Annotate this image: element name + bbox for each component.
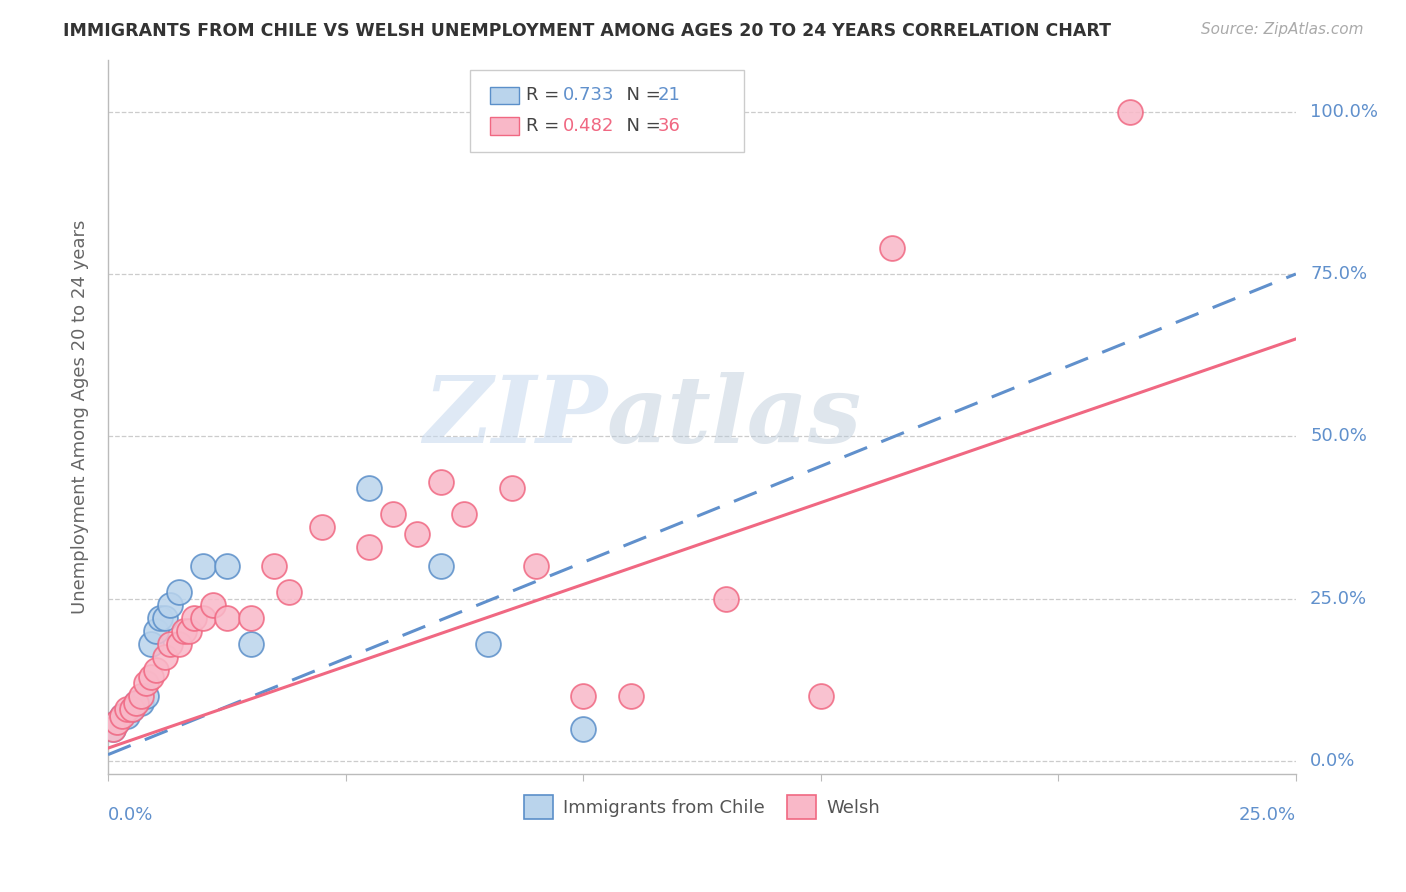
Text: 75.0%: 75.0% xyxy=(1310,265,1367,283)
Point xyxy=(139,637,162,651)
Text: Source: ZipAtlas.com: Source: ZipAtlas.com xyxy=(1201,22,1364,37)
FancyBboxPatch shape xyxy=(491,118,519,135)
Text: 0.0%: 0.0% xyxy=(108,806,153,824)
Point xyxy=(135,676,157,690)
Point xyxy=(167,637,190,651)
Point xyxy=(405,526,427,541)
Text: N =: N = xyxy=(616,117,666,135)
Point xyxy=(1118,104,1140,119)
Point xyxy=(263,559,285,574)
Point xyxy=(145,624,167,639)
Point xyxy=(101,722,124,736)
Point xyxy=(107,715,129,730)
Point xyxy=(111,708,134,723)
Point xyxy=(135,689,157,703)
Point xyxy=(121,702,143,716)
Point xyxy=(524,559,547,574)
Point xyxy=(311,520,333,534)
Text: 50.0%: 50.0% xyxy=(1310,427,1367,445)
Point xyxy=(129,689,152,703)
Point xyxy=(810,689,832,703)
Point xyxy=(145,663,167,677)
FancyBboxPatch shape xyxy=(470,70,744,153)
Text: R =: R = xyxy=(526,117,565,135)
Point xyxy=(115,702,138,716)
Point xyxy=(429,559,451,574)
Point xyxy=(382,508,405,522)
Point xyxy=(153,611,176,625)
Point xyxy=(453,508,475,522)
Text: IMMIGRANTS FROM CHILE VS WELSH UNEMPLOYMENT AMONG AGES 20 TO 24 YEARS CORRELATIO: IMMIGRANTS FROM CHILE VS WELSH UNEMPLOYM… xyxy=(63,22,1111,40)
Point xyxy=(620,689,643,703)
Point xyxy=(215,611,238,625)
Point xyxy=(139,670,162,684)
Point xyxy=(201,599,224,613)
Text: 21: 21 xyxy=(658,87,681,104)
Point xyxy=(101,722,124,736)
Point xyxy=(501,481,523,495)
Point xyxy=(125,696,148,710)
Point xyxy=(277,585,299,599)
Point xyxy=(359,481,381,495)
Point xyxy=(121,702,143,716)
FancyBboxPatch shape xyxy=(491,87,519,103)
Point xyxy=(191,559,214,574)
Text: 36: 36 xyxy=(658,117,681,135)
Point xyxy=(714,591,737,606)
Point xyxy=(107,715,129,730)
Point xyxy=(167,585,190,599)
Point xyxy=(173,624,195,639)
Point xyxy=(115,708,138,723)
Point xyxy=(477,637,499,651)
Point xyxy=(153,650,176,665)
Text: 0.0%: 0.0% xyxy=(1310,752,1355,770)
Text: 0.733: 0.733 xyxy=(562,87,614,104)
Text: atlas: atlas xyxy=(607,372,862,462)
Legend: Immigrants from Chile, Welsh: Immigrants from Chile, Welsh xyxy=(516,789,887,826)
Point xyxy=(111,708,134,723)
Point xyxy=(239,637,262,651)
Point xyxy=(239,611,262,625)
Text: N =: N = xyxy=(616,87,666,104)
Text: R =: R = xyxy=(526,87,565,104)
Text: 25.0%: 25.0% xyxy=(1239,806,1296,824)
Text: 0.482: 0.482 xyxy=(562,117,614,135)
Point xyxy=(572,689,595,703)
Point xyxy=(880,241,903,255)
Point xyxy=(183,611,205,625)
Point xyxy=(159,599,181,613)
Point xyxy=(149,611,172,625)
Point xyxy=(129,696,152,710)
Point xyxy=(159,637,181,651)
Point xyxy=(215,559,238,574)
Text: 100.0%: 100.0% xyxy=(1310,103,1378,120)
Point xyxy=(429,475,451,489)
Y-axis label: Unemployment Among Ages 20 to 24 years: Unemployment Among Ages 20 to 24 years xyxy=(72,219,89,614)
Point xyxy=(572,722,595,736)
Point xyxy=(125,696,148,710)
Point xyxy=(177,624,200,639)
Text: ZIP: ZIP xyxy=(423,372,607,462)
Point xyxy=(191,611,214,625)
Text: 25.0%: 25.0% xyxy=(1310,590,1367,607)
Point xyxy=(359,540,381,554)
